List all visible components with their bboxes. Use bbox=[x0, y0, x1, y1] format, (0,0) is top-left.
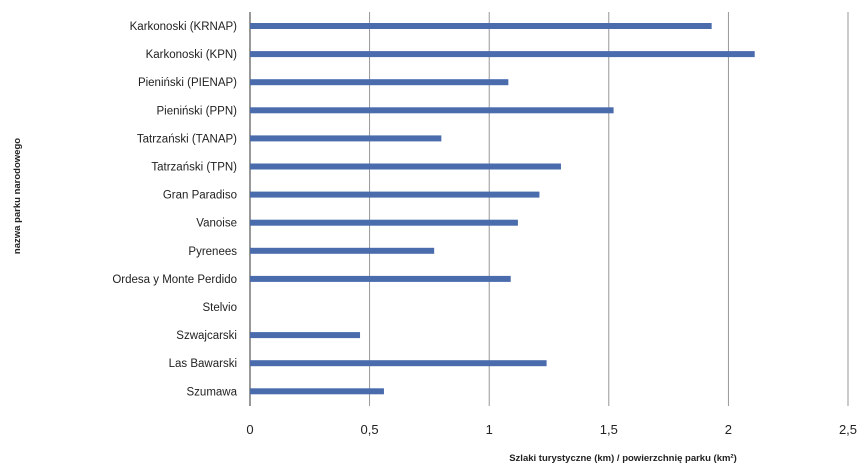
y-axis-title: nazwa parku narodowego bbox=[12, 138, 23, 254]
category-label: Karkonoski (KRNAP) bbox=[130, 21, 238, 33]
category-label: Pyrenees bbox=[188, 246, 237, 258]
category-label: Karkonoski (KPN) bbox=[146, 49, 238, 61]
category-label: Pieniński (PPN) bbox=[156, 105, 237, 117]
x-tick-label: 1,5 bbox=[600, 422, 618, 437]
grid-lines bbox=[249, 12, 849, 406]
bar bbox=[250, 23, 712, 29]
x-tick-label: 2 bbox=[725, 422, 732, 437]
category-label: Gran Paradiso bbox=[163, 190, 237, 202]
category-label: Pieniński (PIENAP) bbox=[138, 77, 237, 89]
bars bbox=[250, 23, 755, 395]
x-tick-label: 0,5 bbox=[361, 422, 379, 437]
x-tick-label: 1 bbox=[486, 422, 493, 437]
bar bbox=[250, 107, 614, 114]
bar bbox=[250, 247, 435, 254]
x-axis-title: Szlaki turystyczne (km) / powierzchnię p… bbox=[509, 453, 737, 464]
category-labels: Karkonoski (KRNAP) Karkonoski (KPN) Pieniń… bbox=[112, 21, 237, 398]
bar bbox=[250, 360, 547, 367]
x-tick-labels: 0 0,5 1 1,5 2 2,5 bbox=[246, 422, 857, 437]
category-label: Szumawa bbox=[187, 386, 238, 398]
bar bbox=[250, 388, 384, 395]
bar bbox=[250, 332, 361, 339]
category-label: Vanoise bbox=[196, 218, 237, 230]
category-label: Stelvio bbox=[202, 302, 237, 314]
category-label: Tatrzański (TPN) bbox=[151, 162, 237, 174]
bar bbox=[250, 135, 442, 142]
bar bbox=[250, 163, 561, 170]
category-label: Tatrzański (TANAP) bbox=[137, 133, 237, 145]
x-tick-label: 0 bbox=[246, 422, 253, 437]
bar bbox=[250, 219, 518, 226]
category-label: Szwajcarski bbox=[176, 330, 237, 342]
category-label: Las Bawarski bbox=[169, 358, 237, 370]
bar bbox=[250, 79, 509, 86]
x-tick-label: 2,5 bbox=[839, 422, 857, 437]
category-label: Ordesa y Monte Perdido bbox=[112, 274, 237, 286]
bar bbox=[250, 191, 540, 198]
bar bbox=[250, 275, 511, 282]
bar bbox=[250, 51, 755, 58]
